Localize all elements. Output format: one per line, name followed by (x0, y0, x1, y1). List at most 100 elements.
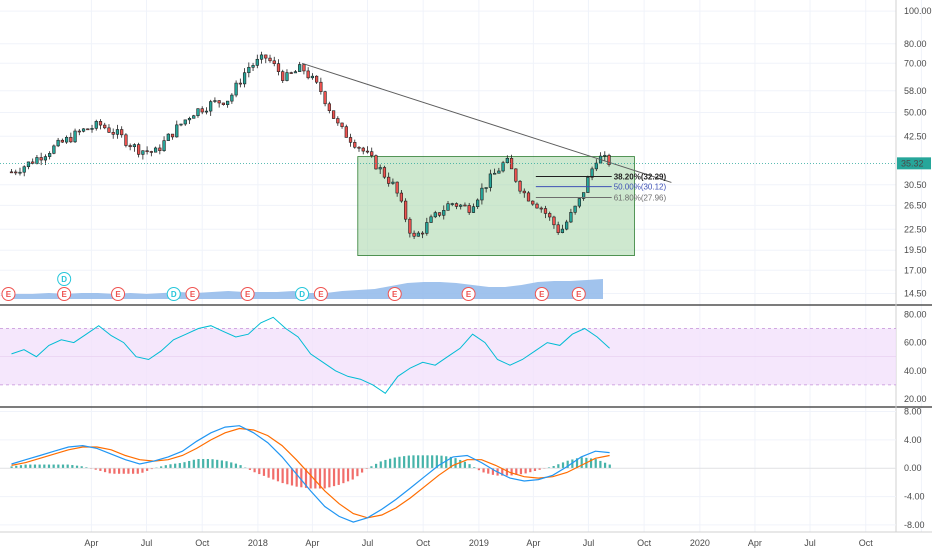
candle-up[interactable] (132, 143, 137, 152)
candle-down[interactable] (543, 205, 548, 219)
candle-down[interactable] (420, 231, 425, 239)
candle-down[interactable] (522, 188, 526, 198)
candle-up[interactable] (183, 119, 187, 126)
candle-down[interactable] (289, 71, 293, 74)
candle-down[interactable] (170, 133, 175, 140)
candle-down[interactable] (395, 181, 399, 197)
candle-down[interactable] (463, 202, 467, 207)
candle-up[interactable] (90, 124, 94, 133)
price-axis[interactable]: 100.00 80.00 70.00 58.00 50.00 42.50 30.50 26.5… (897, 6, 932, 530)
candle-down[interactable] (365, 146, 370, 154)
candle-down[interactable] (408, 217, 412, 238)
macd-signal-line[interactable] (11, 427, 610, 519)
candle-up[interactable] (209, 99, 213, 116)
candle-up[interactable] (56, 137, 60, 148)
candle-down[interactable] (9, 169, 14, 174)
candle-down[interactable] (535, 202, 539, 209)
candle-down[interactable] (268, 54, 272, 63)
macd-pane[interactable] (0, 425, 896, 523)
candle-down[interactable] (39, 152, 43, 166)
candle-down[interactable] (374, 154, 378, 170)
candle-down[interactable] (357, 146, 361, 152)
candle-down[interactable] (607, 153, 611, 167)
earnings-badge[interactable]: E (571, 287, 586, 301)
candle-down[interactable] (221, 102, 226, 106)
candle-up[interactable] (497, 167, 501, 174)
candle-down[interactable] (340, 122, 344, 129)
candle-down[interactable] (69, 132, 73, 144)
candle-down[interactable] (514, 168, 518, 183)
candle-down[interactable] (128, 143, 132, 151)
candle-down[interactable] (353, 139, 357, 149)
candle-up[interactable] (153, 146, 158, 153)
candle-up[interactable] (378, 164, 382, 174)
candle-down[interactable] (548, 211, 552, 221)
candle-down[interactable] (31, 158, 35, 165)
candle-down[interactable] (531, 200, 535, 206)
candle-up[interactable] (162, 136, 166, 152)
candle-down[interactable] (264, 54, 268, 64)
candle-up[interactable] (285, 69, 289, 82)
candle-down[interactable] (60, 138, 64, 143)
candle-down[interactable] (98, 119, 103, 130)
candle-down[interactable] (302, 63, 306, 75)
candle-up[interactable] (594, 159, 598, 172)
candle-up[interactable] (442, 205, 446, 220)
candle-up[interactable] (459, 203, 463, 210)
candle-down[interactable] (217, 100, 221, 108)
candle-up[interactable] (247, 62, 251, 78)
candle-down[interactable] (124, 133, 128, 148)
earnings-badge[interactable]: E (1, 287, 16, 301)
candle-up[interactable] (213, 97, 217, 103)
candle-up[interactable] (569, 208, 573, 224)
candle-up[interactable] (471, 203, 476, 214)
candle-up[interactable] (590, 166, 594, 181)
candle-down[interactable] (412, 230, 416, 239)
candle-down[interactable] (281, 69, 285, 84)
candle-down[interactable] (552, 215, 556, 229)
candle-down[interactable] (361, 146, 365, 155)
candle-down[interactable] (556, 221, 560, 235)
candle-up[interactable] (81, 128, 86, 133)
earnings-badge[interactable]: E (185, 287, 200, 301)
dividend-badge[interactable]: D (295, 287, 310, 301)
candle-up[interactable] (175, 120, 179, 138)
candle-down[interactable] (437, 212, 442, 218)
candle-up[interactable] (391, 178, 395, 185)
candle-down[interactable] (238, 78, 242, 88)
candle-up[interactable] (166, 133, 170, 141)
earnings-badge[interactable]: E (387, 287, 402, 301)
macd-line[interactable] (11, 425, 610, 523)
candle-up[interactable] (179, 123, 183, 127)
rsi-line[interactable] (11, 316, 610, 394)
candle-up[interactable] (565, 219, 569, 231)
candle-up[interactable] (26, 161, 31, 170)
candle-up[interactable] (255, 54, 259, 69)
candle-down[interactable] (137, 142, 141, 158)
candle-up[interactable] (429, 214, 433, 223)
candle-up[interactable] (488, 169, 492, 192)
candle-up[interactable] (446, 200, 450, 211)
candle-down[interactable] (86, 128, 90, 131)
candle-up[interactable] (310, 73, 315, 80)
candle-up[interactable] (484, 187, 488, 193)
candle-up[interactable] (230, 93, 234, 104)
candle-down[interactable] (315, 75, 319, 84)
candle-up[interactable] (192, 114, 196, 119)
candle-down[interactable] (120, 126, 124, 138)
candle-up[interactable] (18, 167, 22, 176)
candle-down[interactable] (323, 90, 327, 107)
candle-down[interactable] (14, 169, 18, 176)
candle-down[interactable] (107, 124, 111, 134)
candle-up[interactable] (204, 107, 209, 115)
candle-down[interactable] (467, 202, 471, 215)
candle-down[interactable] (327, 101, 331, 114)
candle-up[interactable] (115, 124, 120, 139)
candle-down[interactable] (149, 150, 153, 157)
candle-down[interactable] (399, 189, 403, 203)
candle-up[interactable] (493, 168, 497, 175)
time-axis[interactable]: Apr Jul Oct 2018 Apr Jul Oct 2019 Apr Jul Oct 2020 A… (84, 538, 873, 548)
candle-down[interactable] (348, 133, 353, 147)
candle-up[interactable] (416, 231, 420, 237)
candle-up[interactable] (141, 150, 145, 160)
